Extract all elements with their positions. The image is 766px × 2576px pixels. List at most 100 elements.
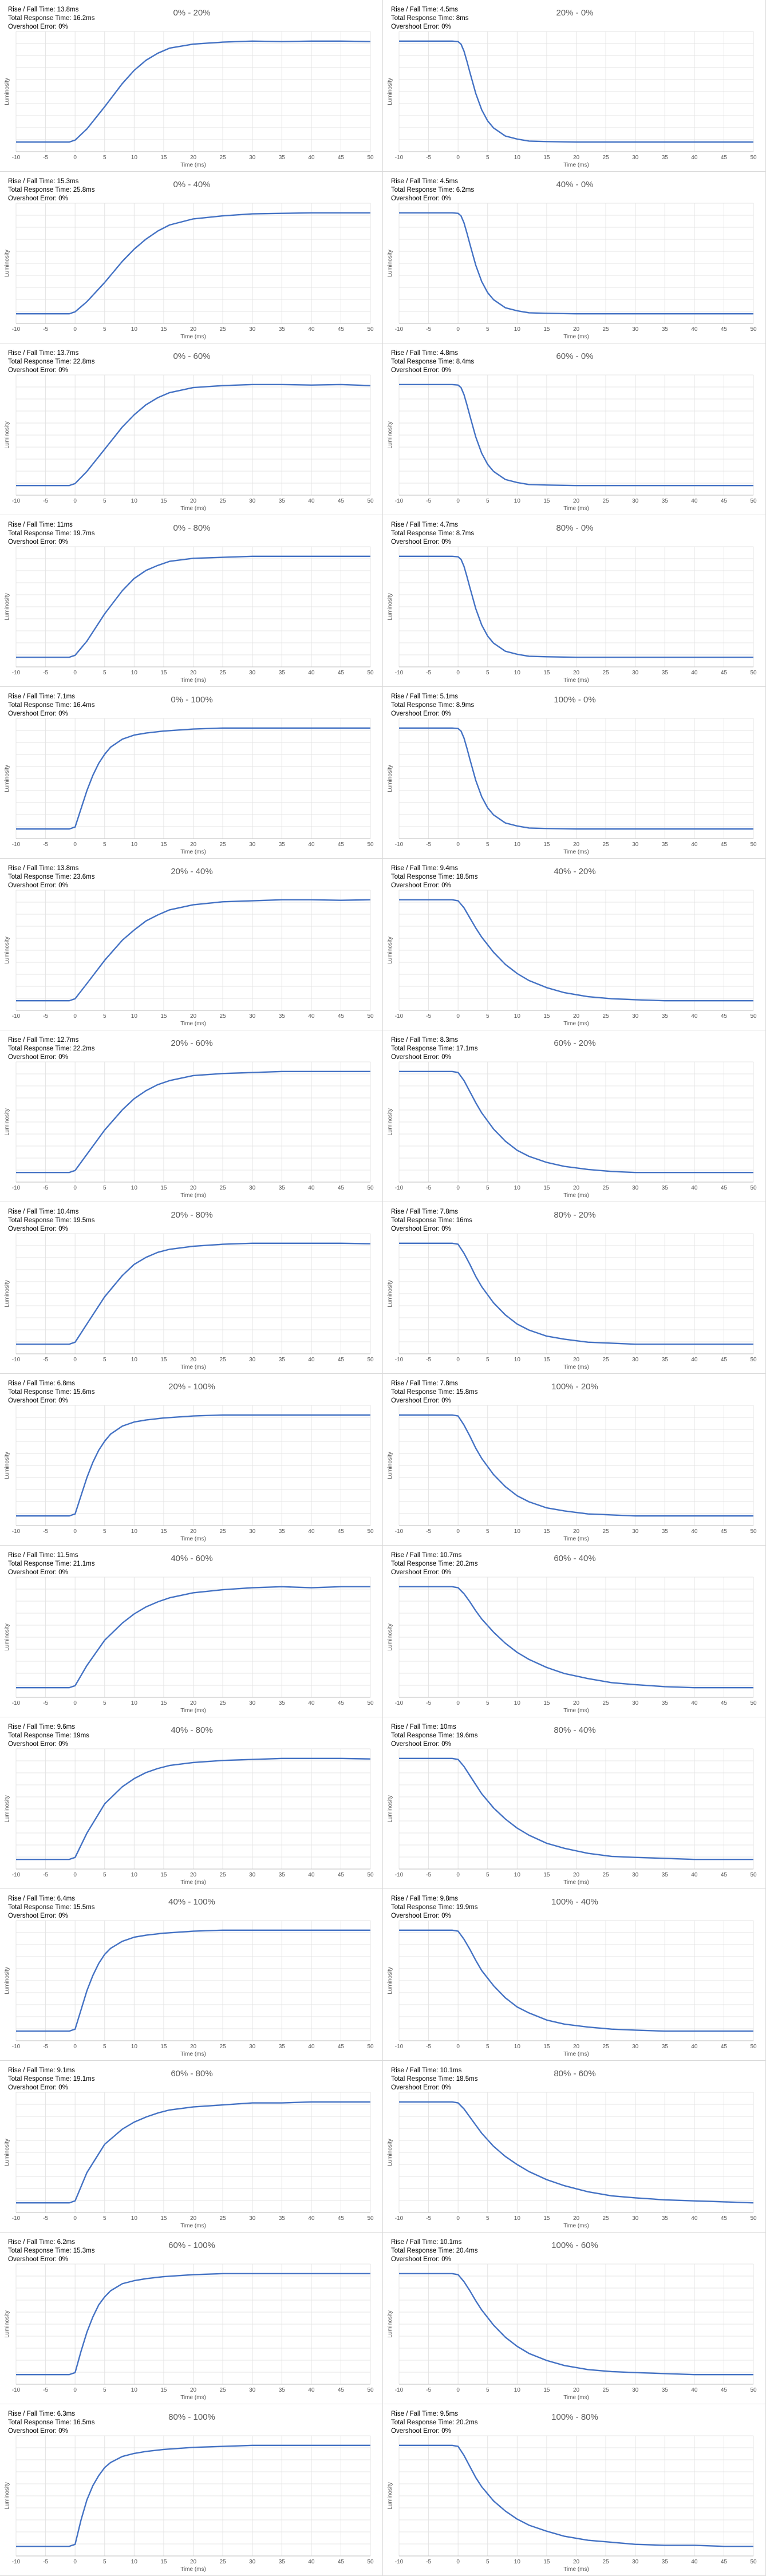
x-tick-label: 15 bbox=[160, 2559, 167, 2565]
x-tick-label: 35 bbox=[279, 1185, 286, 1191]
x-tick-label: 20 bbox=[190, 2044, 197, 2050]
x-tick-label: 40 bbox=[308, 1185, 315, 1191]
luminosity-series-line bbox=[399, 1414, 753, 1517]
y-axis-title: Luminosity bbox=[4, 2310, 10, 2338]
x-tick-label: 25 bbox=[220, 670, 227, 676]
x-tick-label: 25 bbox=[603, 1357, 610, 1363]
measurement-info-line: Total Response Time: 16.2ms bbox=[8, 15, 95, 22]
x-tick-label: -10 bbox=[395, 2387, 404, 2393]
y-axis-title: Luminosity bbox=[387, 421, 393, 449]
x-tick-label: 35 bbox=[279, 2387, 286, 2393]
x-axis-title: Time (ms) bbox=[180, 2051, 206, 2057]
x-tick-label: 5 bbox=[486, 1013, 489, 1020]
x-tick-label: 15 bbox=[160, 2044, 167, 2050]
measurement-info-line: Total Response Time: 6.2ms bbox=[391, 187, 474, 193]
measurement-info-line: Rise / Fall Time: 10.7ms bbox=[391, 1552, 462, 1559]
x-tick-label: 20 bbox=[190, 2215, 197, 2222]
chart-svg: -10 -5 0 5 10 15 20 25 30 35 40 45 50 Time (ms) Lumino… bbox=[4, 6, 374, 168]
measurement-info-line: Total Response Time: 23.6ms bbox=[8, 874, 95, 880]
x-tick-label: 40 bbox=[691, 1700, 698, 1706]
x-tick-label: 45 bbox=[721, 1528, 728, 1535]
x-tick-label: 50 bbox=[750, 841, 757, 848]
x-tick-label: -5 bbox=[426, 670, 431, 676]
luminosity-series-line bbox=[399, 899, 753, 1002]
x-tick-label: -10 bbox=[395, 2215, 404, 2222]
luminosity-series-line bbox=[399, 40, 753, 143]
measurement-info-line: Overshoot Error: 0% bbox=[391, 1397, 451, 1404]
luminosity-series-line bbox=[16, 2273, 370, 2376]
x-tick-label: 30 bbox=[249, 498, 256, 504]
x-tick-label: 35 bbox=[662, 1357, 669, 1363]
x-tick-label: 30 bbox=[249, 1700, 256, 1706]
x-tick-label: -5 bbox=[43, 1013, 48, 1020]
x-tick-label: -10 bbox=[12, 1528, 21, 1535]
x-tick-label: 10 bbox=[131, 2044, 138, 2050]
measurement-info-line: Overshoot Error: 0% bbox=[8, 2084, 68, 2091]
chart-panel: -10 -5 0 5 10 15 20 25 30 35 40 45 50 Time (ms) Lumino… bbox=[383, 1717, 766, 1889]
x-tick-label: -5 bbox=[43, 498, 48, 504]
x-tick-label: 15 bbox=[160, 1700, 167, 1706]
x-tick-label: 30 bbox=[249, 841, 256, 848]
x-tick-label: 15 bbox=[160, 1357, 167, 1363]
luminosity-series-line bbox=[399, 2444, 753, 2547]
measurement-info-line: Overshoot Error: 0% bbox=[8, 882, 68, 889]
x-tick-label: 50 bbox=[367, 1872, 374, 1878]
x-tick-label: -5 bbox=[426, 1185, 431, 1191]
x-tick-label: 0 bbox=[73, 498, 77, 504]
measurement-info-line: Rise / Fall Time: 6.3ms bbox=[8, 2411, 75, 2417]
measurement-info-line: Rise / Fall Time: 11.5ms bbox=[8, 1552, 78, 1559]
x-tick-label: 30 bbox=[632, 326, 639, 333]
x-tick-label: -10 bbox=[395, 1357, 404, 1363]
x-tick-label: 30 bbox=[632, 2215, 639, 2222]
x-tick-label: 5 bbox=[486, 1185, 489, 1191]
chart-panel: -10 -5 0 5 10 15 20 25 30 35 40 45 50 Time (ms) Lumino… bbox=[0, 2061, 383, 2233]
chart-panel: -10 -5 0 5 10 15 20 25 30 35 40 45 50 Time (ms) Lumino… bbox=[383, 1546, 766, 1717]
measurement-info-line: Total Response Time: 8.9ms bbox=[391, 702, 474, 709]
x-tick-label: 25 bbox=[220, 1700, 227, 1706]
x-tick-label: 30 bbox=[632, 498, 639, 504]
x-tick-label: 10 bbox=[514, 498, 521, 504]
x-axis-title: Time (ms) bbox=[563, 2051, 589, 2057]
x-tick-label: 45 bbox=[721, 1700, 728, 1706]
x-tick-label: -10 bbox=[12, 1185, 21, 1191]
x-tick-label: 5 bbox=[486, 670, 489, 676]
chart-svg: -10 -5 0 5 10 15 20 25 30 35 40 45 50 Time (ms) Lumino… bbox=[4, 1380, 374, 1542]
x-tick-label: -5 bbox=[426, 1528, 431, 1535]
x-axis-title: Time (ms) bbox=[180, 2223, 206, 2229]
y-axis-title: Luminosity bbox=[387, 2482, 393, 2510]
x-tick-label: 25 bbox=[220, 155, 227, 161]
chart-svg: -10 -5 0 5 10 15 20 25 30 35 40 45 50 Time (ms) Lumino… bbox=[387, 6, 757, 168]
x-tick-label: 45 bbox=[721, 155, 728, 161]
x-tick-label: 0 bbox=[456, 1185, 460, 1191]
y-axis-title: Luminosity bbox=[387, 1967, 393, 1994]
x-tick-label: 30 bbox=[632, 841, 639, 848]
x-tick-label: -5 bbox=[43, 2559, 48, 2565]
x-tick-label: 15 bbox=[543, 2559, 550, 2565]
x-tick-label: 45 bbox=[338, 2559, 345, 2565]
measurement-info-line: Overshoot Error: 0% bbox=[391, 23, 451, 30]
x-tick-label: -5 bbox=[43, 1357, 48, 1363]
x-tick-label: 20 bbox=[190, 1528, 197, 1535]
x-tick-label: 35 bbox=[279, 326, 286, 333]
x-tick-label: 5 bbox=[103, 1013, 106, 1020]
x-tick-label: 35 bbox=[279, 2044, 286, 2050]
x-tick-label: 40 bbox=[308, 155, 315, 161]
y-axis-title: Luminosity bbox=[387, 250, 393, 277]
chart-panel: -10 -5 0 5 10 15 20 25 30 35 40 45 50 Time (ms) Lumino… bbox=[383, 687, 766, 859]
chart-panel: -10 -5 0 5 10 15 20 25 30 35 40 45 50 Time (ms) Lumino… bbox=[0, 1030, 383, 1202]
x-tick-label: -5 bbox=[43, 841, 48, 848]
x-tick-label: 0 bbox=[73, 2044, 77, 2050]
x-tick-label: 15 bbox=[160, 326, 167, 333]
x-tick-label: -5 bbox=[43, 1700, 48, 1706]
measurement-info-line: Overshoot Error: 0% bbox=[8, 710, 68, 717]
x-tick-label: -10 bbox=[395, 2044, 404, 2050]
x-tick-label: -5 bbox=[43, 1872, 48, 1878]
x-tick-label: 25 bbox=[220, 2387, 227, 2393]
x-tick-label: 30 bbox=[249, 1528, 256, 1535]
chart-panel: -10 -5 0 5 10 15 20 25 30 35 40 45 50 Time (ms) Lumino… bbox=[0, 172, 383, 343]
chart-panel: -10 -5 0 5 10 15 20 25 30 35 40 45 50 Time (ms) Lumino… bbox=[0, 1202, 383, 1374]
x-tick-label: 25 bbox=[220, 1357, 227, 1363]
x-tick-label: 5 bbox=[486, 1700, 489, 1706]
x-tick-label: 45 bbox=[338, 1700, 345, 1706]
x-tick-label: -5 bbox=[43, 155, 48, 161]
